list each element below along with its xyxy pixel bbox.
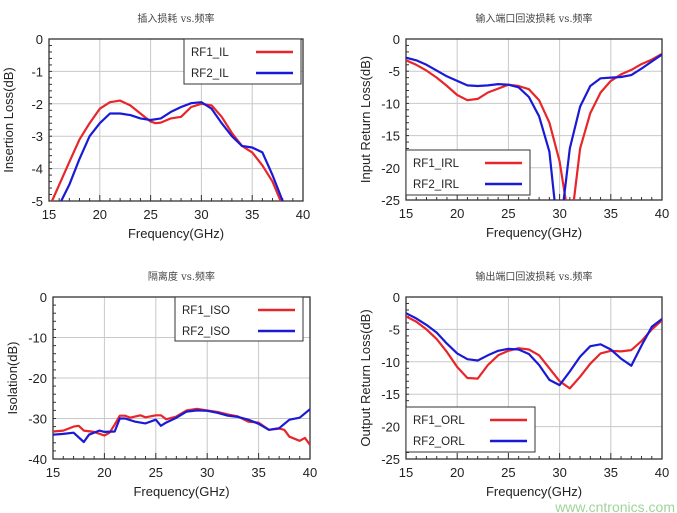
plot-frame — [405, 38, 663, 201]
x-tick-label: 20 — [450, 465, 464, 480]
x-tick-label: 25 — [501, 465, 515, 480]
x-tick-label: 30 — [552, 465, 566, 480]
legend: RF1_ISO RF2_ISO — [174, 296, 304, 342]
y-tick-label: -5 — [388, 322, 400, 337]
x-tick-label: 15 — [399, 465, 413, 480]
y-tick-label: -25 — [381, 193, 400, 208]
y-tick-label: -10 — [28, 331, 47, 346]
chart-title: 输出端口回波损耗 vs.频率 — [475, 270, 592, 283]
legend-label: RF2_ORL — [413, 436, 465, 448]
y-tick-label: -40 — [28, 452, 47, 467]
series-line-rf2-orl — [406, 312, 662, 387]
series-line-rf2-il — [60, 101, 284, 202]
y-tick-label: 0 — [36, 32, 43, 47]
x-tick-label: 15 — [399, 206, 413, 221]
watermark: www.cntronics.com — [554, 499, 675, 513]
y-tick-label: -5 — [31, 194, 43, 209]
y-axis-label: Insertion Loss(dB) — [1, 67, 16, 173]
series-line-rf2-irl — [406, 56, 556, 201]
x-axis-label: Frequency(GHz) — [128, 226, 224, 241]
x-tick-label: 15 — [42, 207, 56, 222]
chart-title: 插入损耗 vs.频率 — [137, 12, 214, 25]
x-axis-label: Frequency(GHz) — [133, 484, 229, 499]
y-tick-label: -10 — [381, 96, 400, 111]
y-tick-label: -4 — [31, 162, 43, 177]
x-tick-label: 35 — [251, 465, 265, 480]
y-tick-label: -2 — [31, 97, 43, 112]
series-line-rf1-irl — [572, 52, 662, 201]
x-tick-label: 15 — [46, 465, 60, 480]
y-tick-label: 0 — [40, 290, 47, 305]
x-tick-label: 25 — [501, 206, 515, 221]
legend: RF1_ORL RF2_ORL — [405, 406, 536, 453]
y-tick-label: -20 — [381, 161, 400, 176]
y-tick-label: -5 — [388, 64, 400, 79]
x-tick-label: 40 — [296, 207, 310, 222]
y-tick-label: -1 — [31, 64, 43, 79]
x-axis-label: Frequency(GHz) — [486, 225, 582, 240]
chart-3: 隔离度 vs.频率 15 20 25 30 35 40 0 -10 -20 -30 -40 Freque… — [5, 270, 317, 499]
y-tick-label: -20 — [28, 371, 47, 386]
x-tick-label: 35 — [604, 465, 618, 480]
chart-2: 输入端口回波损耗 vs.频率 15 20 25 30 35 40 0 -5 -10 -15 -20 -2… — [358, 12, 669, 240]
series-line-rf2-iso — [53, 408, 310, 444]
legend-label: RF2_IRL — [413, 179, 460, 191]
x-tick-label: 40 — [303, 465, 317, 480]
x-tick-label: 20 — [450, 206, 464, 221]
x-tick-label: 35 — [604, 206, 618, 221]
y-tick-label: -3 — [31, 129, 43, 144]
legend: RF1_IRL RF2_IRL — [405, 149, 531, 196]
x-tick-label: 30 — [194, 207, 208, 222]
legend-box — [174, 296, 304, 342]
legend-label: RF2_ISO — [182, 326, 230, 338]
chart-4: 输出端口回波损耗 vs.频率 15 20 25 30 35 40 0 -5 -10 -15 -20 -2… — [358, 270, 669, 499]
legend-label: RF1_ISO — [182, 305, 230, 317]
x-tick-label: 25 — [143, 207, 157, 222]
y-tick-label: -10 — [381, 355, 400, 370]
legend-label: RF2_IL — [191, 68, 229, 80]
y-axis-label: Input Return Loss(dB) — [358, 56, 373, 183]
y-tick-label: -25 — [381, 452, 400, 467]
x-tick-label: 35 — [245, 207, 259, 222]
x-tick-label: 20 — [93, 207, 107, 222]
y-tick-label: -30 — [28, 412, 47, 427]
y-axis-label: Output Return Loss(dB) — [358, 309, 373, 446]
x-tick-label: 40 — [655, 465, 669, 480]
legend-box — [183, 38, 302, 85]
legend-label: RF1_IL — [191, 47, 229, 59]
plot-frame — [48, 38, 304, 202]
x-tick-label: 30 — [200, 465, 214, 480]
plot-frame — [405, 296, 663, 460]
chart-title: 隔离度 vs.频率 — [148, 270, 215, 283]
y-tick-label: -15 — [381, 129, 400, 144]
x-tick-label: 40 — [655, 206, 669, 221]
x-tick-label: 30 — [552, 206, 566, 221]
legend-label: RF1_IRL — [413, 158, 460, 170]
series-line-rf2-irl — [562, 53, 662, 201]
legend-label: RF1_ORL — [413, 415, 465, 427]
chart-title: 输入端口回波损耗 vs.频率 — [475, 12, 592, 25]
x-axis-label: Frequency(GHz) — [486, 484, 582, 499]
y-tick-label: -15 — [381, 387, 400, 402]
legend-box — [405, 406, 536, 453]
chart-1: 插入损耗 vs.频率 15 20 25 30 35 40 0 -1 -2 -3 -4 -5 Frequen… — [1, 12, 310, 241]
y-tick-label: 0 — [393, 32, 400, 47]
x-tick-label: 25 — [149, 465, 163, 480]
series-line-rf1-orl — [406, 315, 662, 390]
legend: RF1_IL RF2_IL — [183, 38, 302, 85]
y-tick-label: 0 — [393, 290, 400, 305]
y-axis-label: Isolation(dB) — [5, 342, 20, 415]
legend-box — [405, 149, 531, 196]
x-tick-label: 20 — [97, 465, 111, 480]
series-line-rf1-irl — [406, 59, 567, 201]
y-tick-label: -20 — [381, 420, 400, 435]
